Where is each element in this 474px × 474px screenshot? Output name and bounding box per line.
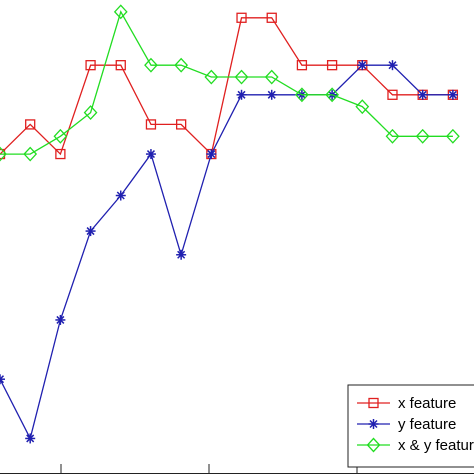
series-line — [0, 17, 453, 156]
data-point — [145, 119, 157, 130]
data-point — [417, 89, 428, 100]
data-point — [55, 314, 66, 325]
series-line — [0, 64, 453, 441]
data-point — [415, 128, 430, 144]
data-point — [25, 119, 36, 130]
data-point — [145, 149, 156, 160]
legend-label: x & y feature — [398, 437, 474, 454]
data-point — [204, 69, 219, 85]
data-point — [23, 146, 38, 162]
data-point — [325, 87, 339, 103]
data-point — [234, 69, 249, 85]
data-point — [387, 60, 398, 71]
data-point — [385, 128, 400, 144]
legend-entry: x & y feature — [357, 437, 474, 454]
data-point — [175, 119, 187, 130]
data-point — [85, 60, 96, 71]
legend-marker — [368, 397, 379, 409]
data-point — [176, 249, 187, 260]
data-point — [85, 226, 96, 237]
data-point — [0, 374, 5, 385]
data-point — [266, 89, 277, 100]
series-1 — [0, 12, 459, 160]
data-point — [357, 60, 368, 71]
data-point — [264, 69, 279, 85]
series-2 — [0, 60, 458, 444]
legend-entry: x feature — [357, 395, 456, 412]
data-point — [355, 99, 370, 115]
legend-label: x feature — [398, 395, 456, 412]
data-point — [296, 60, 308, 71]
legend-label: y feature — [398, 416, 456, 433]
data-point — [445, 128, 460, 144]
data-point — [115, 190, 126, 201]
data-point — [174, 57, 189, 73]
legend-entry: y feature — [357, 416, 456, 433]
data-point — [55, 148, 66, 160]
legend-marker — [366, 437, 381, 453]
data-point — [295, 87, 309, 103]
data-point — [115, 60, 126, 71]
data-point — [266, 12, 277, 23]
data-point — [206, 149, 217, 160]
data-point — [387, 89, 398, 100]
data-point — [53, 128, 68, 144]
series-3 — [0, 4, 460, 162]
data-point — [113, 4, 128, 20]
series-line — [0, 10, 453, 155]
data-point — [144, 57, 158, 73]
data-point — [236, 12, 247, 23]
legend-marker — [368, 419, 379, 429]
data-point — [25, 433, 36, 444]
legend: x feature y feature x & y feature — [347, 384, 474, 468]
data-point — [326, 60, 338, 71]
series-layer — [0, 4, 460, 444]
data-point — [236, 89, 247, 100]
data-point — [83, 105, 98, 121]
data-point — [447, 89, 458, 100]
data-point — [0, 146, 7, 162]
